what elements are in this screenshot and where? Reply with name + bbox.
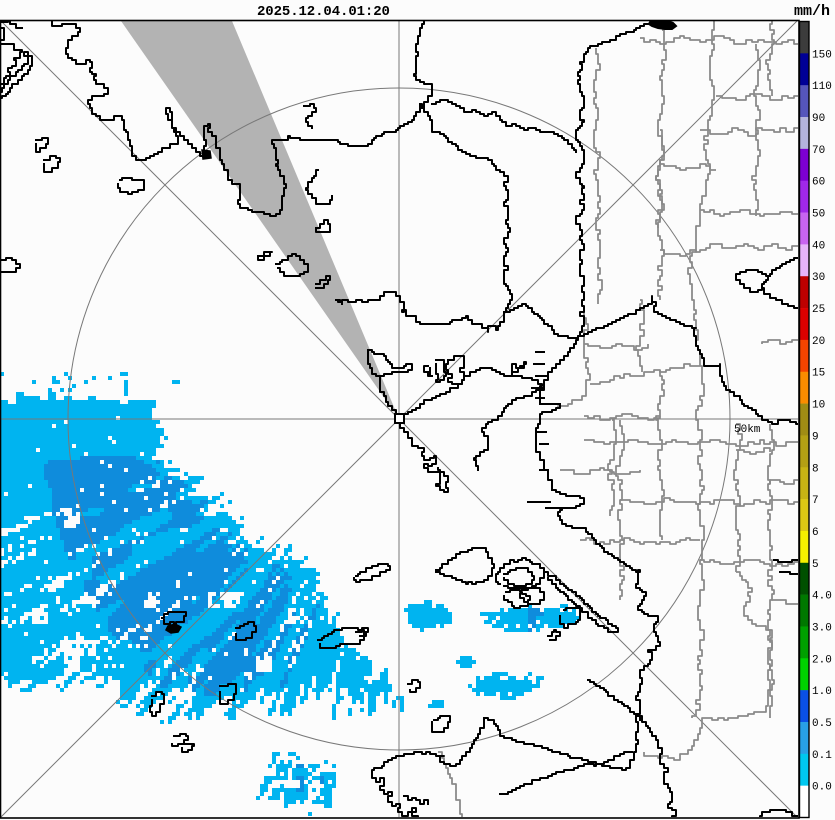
svg-text:2.0: 2.0 [812,654,832,666]
svg-text:110: 110 [812,81,832,93]
svg-text:9: 9 [812,431,819,443]
svg-text:50: 50 [812,209,825,221]
svg-text:90: 90 [812,113,825,125]
svg-text:30: 30 [812,272,825,284]
svg-text:0.1: 0.1 [812,750,832,762]
svg-text:60: 60 [812,177,825,189]
svg-text:15: 15 [812,368,825,380]
svg-text:2025.12.04.01:20: 2025.12.04.01:20 [257,4,390,20]
svg-text:4.0: 4.0 [812,591,832,603]
svg-text:40: 40 [812,240,825,252]
svg-text:mm/h: mm/h [794,3,830,20]
svg-text:25: 25 [812,304,825,316]
svg-text:6: 6 [812,527,819,539]
svg-text:3.0: 3.0 [812,623,832,635]
svg-text:10: 10 [812,400,825,412]
svg-text:20: 20 [812,336,825,348]
svg-text:5: 5 [812,559,819,571]
svg-text:0.5: 0.5 [812,718,832,730]
svg-text:150: 150 [812,49,832,61]
svg-text:1.0: 1.0 [812,686,832,698]
svg-text:0.0: 0.0 [812,782,832,794]
svg-text:7: 7 [812,495,819,507]
svg-text:8: 8 [812,463,819,475]
svg-text:50km: 50km [734,424,761,436]
svg-text:70: 70 [812,145,825,157]
